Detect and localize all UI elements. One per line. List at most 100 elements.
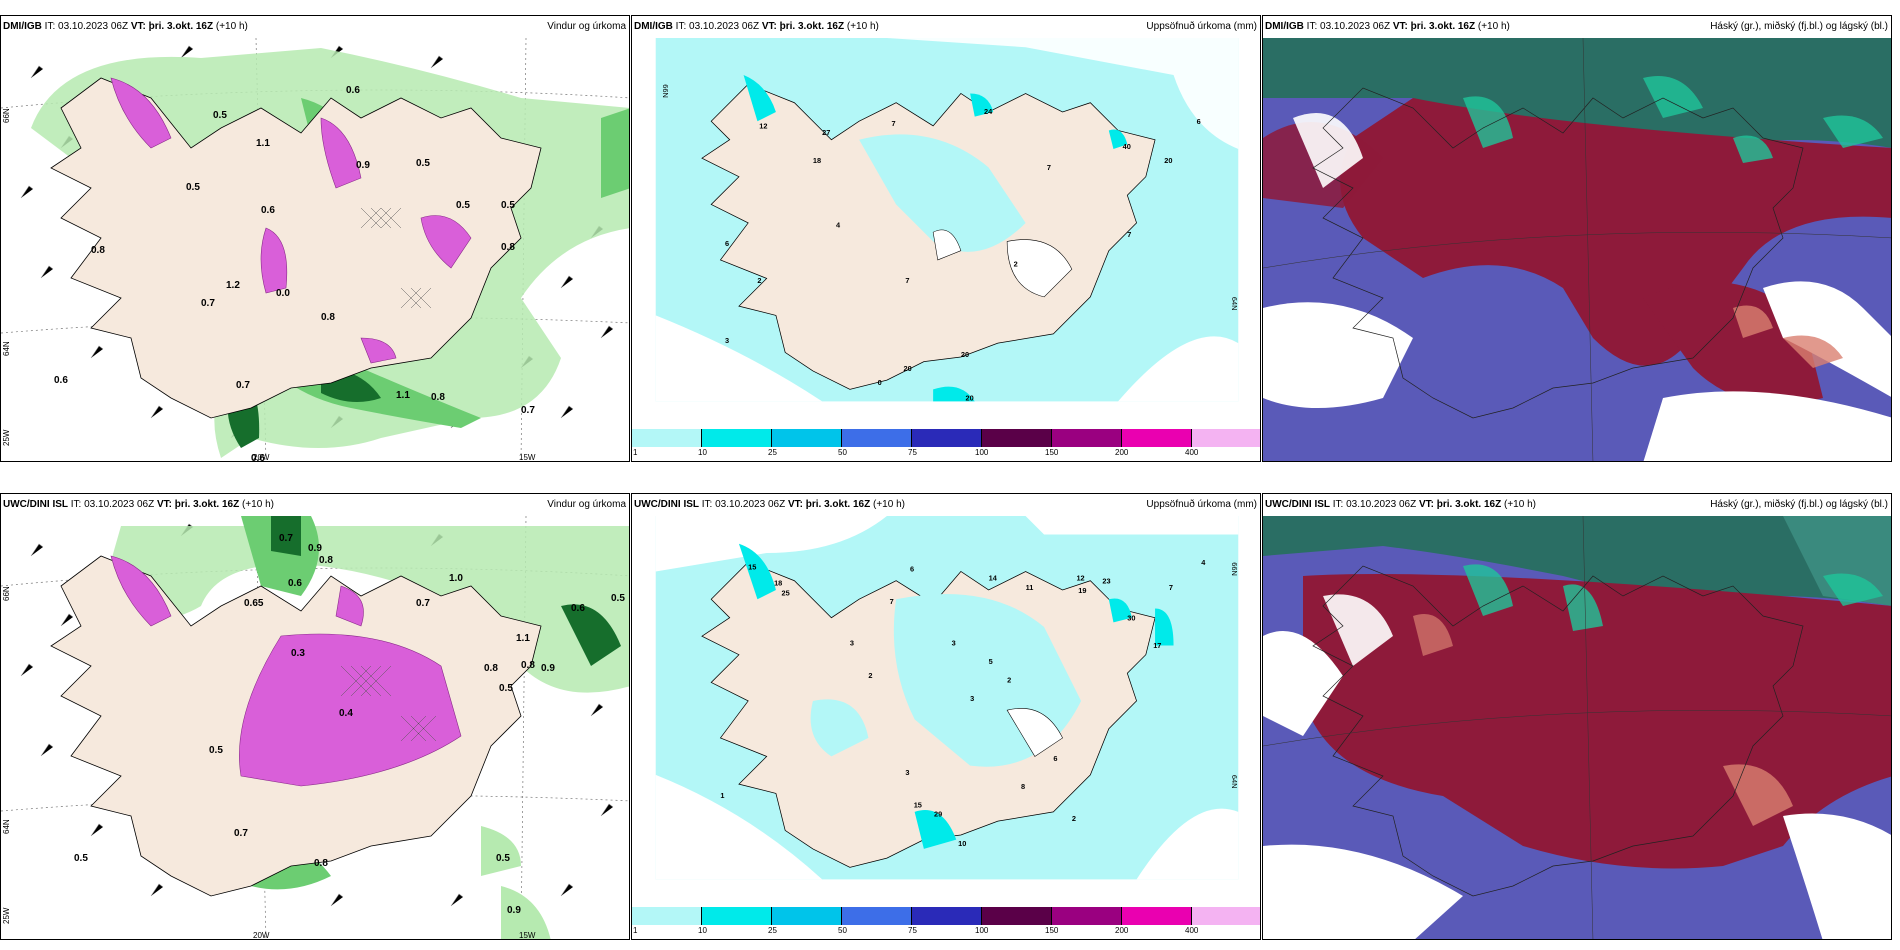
colorbar-segment	[632, 907, 702, 925]
precip-label: 0.4	[339, 708, 353, 719]
colorbar-tick: 50	[838, 926, 847, 935]
init-time: IT: 03.10.2023 06Z	[675, 21, 760, 32]
valid-time: þri. 3.okt. 16Z	[174, 499, 240, 510]
accum-label: 20	[1164, 156, 1172, 165]
colorbar-tick: 400	[1185, 448, 1199, 457]
valid-time: þri. 3.okt. 16Z	[805, 499, 871, 510]
precip-label: 0.6	[346, 85, 360, 96]
accum-label: 23	[1102, 577, 1110, 586]
lat-label-64n: 64N	[1230, 775, 1239, 789]
valid-time-label: VT:	[130, 21, 146, 32]
accum-label: 4	[1201, 558, 1206, 567]
accum-label: 15	[748, 563, 756, 572]
colorbar-segment	[1052, 907, 1122, 925]
valid-time: þri. 3.okt. 16Z	[779, 21, 845, 32]
precip-label: 0.7	[279, 533, 293, 544]
snow-hatch	[360, 207, 432, 309]
colorbar-segment	[772, 429, 842, 447]
valid-time-label: VT:	[761, 21, 777, 32]
precip-label: 0.8	[314, 858, 328, 869]
colorbar-segment	[912, 429, 982, 447]
accum-label: 7	[1169, 583, 1173, 592]
panel-title: Vindur og úrkoma	[547, 499, 626, 510]
cloud-cover-map	[1263, 516, 1891, 939]
accum-label: 6	[910, 564, 914, 573]
precip-label: 0.9	[507, 905, 521, 916]
panel-title: Uppsöfnuð úrkoma (mm)	[1146, 21, 1257, 32]
precip-label: 0.7	[201, 298, 215, 309]
accum-label: 11	[1026, 583, 1034, 592]
precip-label: 0.6	[261, 205, 275, 216]
accum-label: 0	[878, 378, 882, 387]
precip-label: 1.1	[396, 390, 410, 401]
accum-label: 20	[961, 350, 969, 359]
colorbar-segment	[1122, 907, 1192, 925]
axis-labels: 66N 64N 25W 20W 15W	[2, 108, 536, 462]
colorbar-segment	[1052, 429, 1122, 447]
panel-header: UWC/DINI ISL IT: 03.10.2023 06Z VT: þri.…	[632, 494, 1260, 516]
lat-label-66n: 66N	[2, 108, 11, 123]
precip-label: 0.5	[209, 745, 223, 756]
lead-time: (+10 h)	[873, 499, 905, 510]
init-time: IT: 03.10.2023 06Z	[1332, 499, 1417, 510]
panel-uwc-clouds: UWC/DINI ISL IT: 03.10.2023 06Z VT: þri.…	[1262, 493, 1892, 940]
colorbar-tick: 100	[975, 926, 989, 935]
init-time: IT: 03.10.2023 06Z	[1306, 21, 1391, 32]
accum-label: 18	[813, 156, 821, 165]
model-name: DMI/IGB	[1265, 21, 1304, 32]
accum-label: 7	[892, 119, 896, 128]
accum-label: 2	[1014, 259, 1018, 268]
panel-dmi-wind-precip: DMI/IGB IT: 03.10.2023 06Z VT: þri. 3.ok…	[0, 15, 630, 462]
colorbar-segment	[702, 429, 772, 447]
panel-title: Háský (gr.), miðský (fj.bl.) og lágský (…	[1710, 21, 1888, 32]
colorbar-tick: 10	[698, 448, 707, 457]
colorbar-tick: 75	[908, 448, 917, 457]
accum-label: 2	[1072, 814, 1076, 823]
lead-time: (+10 h)	[1504, 499, 1536, 510]
colorbar-tick: 150	[1045, 926, 1059, 935]
accum-label: 3	[725, 336, 729, 345]
precip-label: 0.6	[288, 578, 302, 589]
precip-label: 0.5	[213, 110, 227, 121]
precip-label: 1.0	[449, 573, 463, 584]
colorbar-tick: 1	[633, 926, 638, 935]
accum-label: 24	[984, 107, 993, 116]
accum-label: 12	[759, 122, 767, 131]
precip-label: 0.8	[431, 392, 445, 403]
precip-label: 0.5	[74, 853, 88, 864]
accum-label: 7	[890, 597, 894, 606]
colorbar-tick: 25	[768, 926, 777, 935]
precip-label: 0.8	[91, 245, 105, 256]
iceland-outline	[1312, 87, 1804, 419]
valid-time-label: VT:	[1392, 21, 1408, 32]
colorbar: 1 10 25 50 75 100 150 200 400	[632, 429, 1260, 461]
accum-label: 8	[1021, 782, 1025, 791]
colorbar-tick: 75	[908, 926, 917, 935]
lon-label-25w: 25W	[2, 429, 11, 446]
precip-pink-areas	[110, 77, 472, 364]
lat-label-66n: 66N	[1230, 562, 1239, 576]
colorbar-tick: 400	[1185, 926, 1199, 935]
valid-time-label: VT:	[156, 499, 172, 510]
colorbar-segment	[702, 907, 772, 925]
accum-label: 25	[781, 589, 789, 598]
accum-label: 10	[958, 839, 966, 848]
precip-label: 0.5	[186, 182, 200, 193]
panel-dmi-accum-precip: DMI/IGB IT: 03.10.2023 06Z VT: þri. 3.ok…	[631, 15, 1261, 462]
accum-label: 5	[989, 657, 993, 666]
precip-label: 0.5	[499, 683, 513, 694]
precip-label: 0.0	[276, 288, 290, 299]
colorbar-tick: 50	[838, 448, 847, 457]
precip-label: 0.6	[251, 453, 265, 462]
colorbar-segment	[1192, 429, 1260, 447]
precip-label: 0.9	[541, 663, 555, 674]
lon-label-20w: 20W	[253, 931, 270, 940]
accum-label: 19	[1078, 586, 1086, 595]
colorbar-segment	[1192, 907, 1260, 925]
panel-header: DMI/IGB IT: 03.10.2023 06Z VT: þri. 3.ok…	[1, 16, 629, 38]
precip-label: 0.5	[456, 200, 470, 211]
precip-label: 0.5	[611, 593, 625, 604]
accum-label: 6	[1197, 117, 1201, 126]
lon-label-15w: 15W	[519, 453, 536, 462]
accum-label: 30	[1127, 613, 1135, 622]
